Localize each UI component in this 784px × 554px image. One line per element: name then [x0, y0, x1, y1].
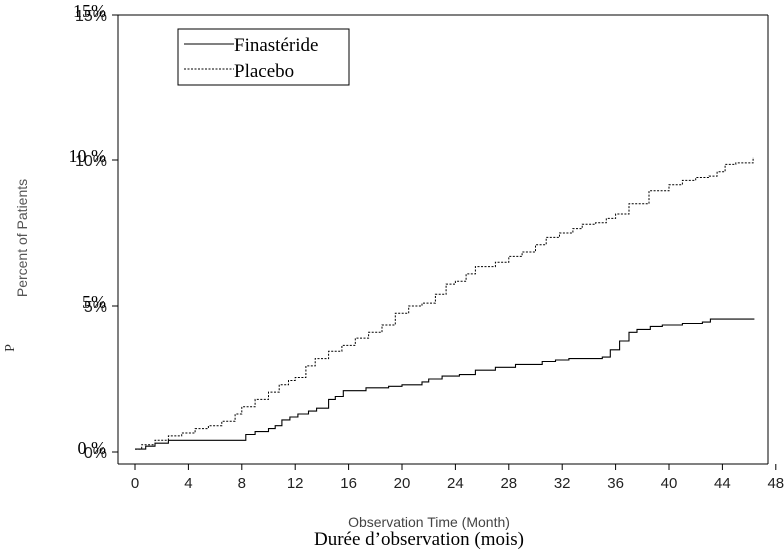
x-tick-label-40: 40 [661, 475, 678, 492]
x-tick-label-4: 4 [184, 475, 192, 492]
x-axis-ticks: 0 4 8 12 16 20 24 28 32 36 40 44 48 [131, 464, 784, 492]
x-tick-label-16: 16 [340, 475, 357, 492]
x-tick-label-28: 28 [500, 475, 517, 492]
legend-label-finasteride: Finastéride [234, 35, 318, 56]
y-tick-label-fr-15: 15% [73, 1, 106, 21]
y-tick-label-5: 5% [84, 299, 107, 316]
x-tick-label-0: 0 [131, 475, 139, 492]
x-tick-label-36: 36 [607, 475, 624, 492]
plot-frame-group [117, 14, 769, 465]
legend-label-placebo: Placebo [234, 61, 294, 82]
x-axis-title: Observation Time (Month) [348, 514, 510, 530]
legend-box [177, 28, 350, 86]
series-line-finasteride [135, 318, 755, 450]
y-axis-title: Percent of Patients [14, 179, 30, 297]
x-tick-label-12: 12 [287, 475, 304, 492]
x-tick-label-8: 8 [238, 475, 246, 492]
y-axis-stray-glyph: P [3, 344, 18, 352]
y-tick-label-0: 0% [84, 445, 107, 462]
x-tick-label-48: 48 [767, 475, 784, 492]
series-line-placebo [135, 157, 754, 450]
y-tick-label-fr-10: 10 % [69, 146, 107, 166]
x-tick-label-24: 24 [447, 475, 464, 492]
y-tick-label-10: 10% [75, 153, 107, 170]
x-tick-label-20: 20 [394, 475, 411, 492]
x-axis-title-french: Durée d’observation (mois) [314, 529, 524, 550]
x-tick-label-44: 44 [714, 475, 731, 492]
y-tick-label-fr-0: 0 % [78, 438, 107, 458]
y-tick-label-fr-5: 5% [82, 292, 106, 312]
legend: Finastéride Placebo [177, 28, 350, 86]
x-tick-label-32: 32 [554, 475, 571, 492]
y-axis-ticks: 0%0 % 5%5% 10%10 % 15%15% [69, 1, 118, 462]
series-layer [135, 157, 755, 450]
y-tick-label-15: 15% [75, 8, 107, 25]
